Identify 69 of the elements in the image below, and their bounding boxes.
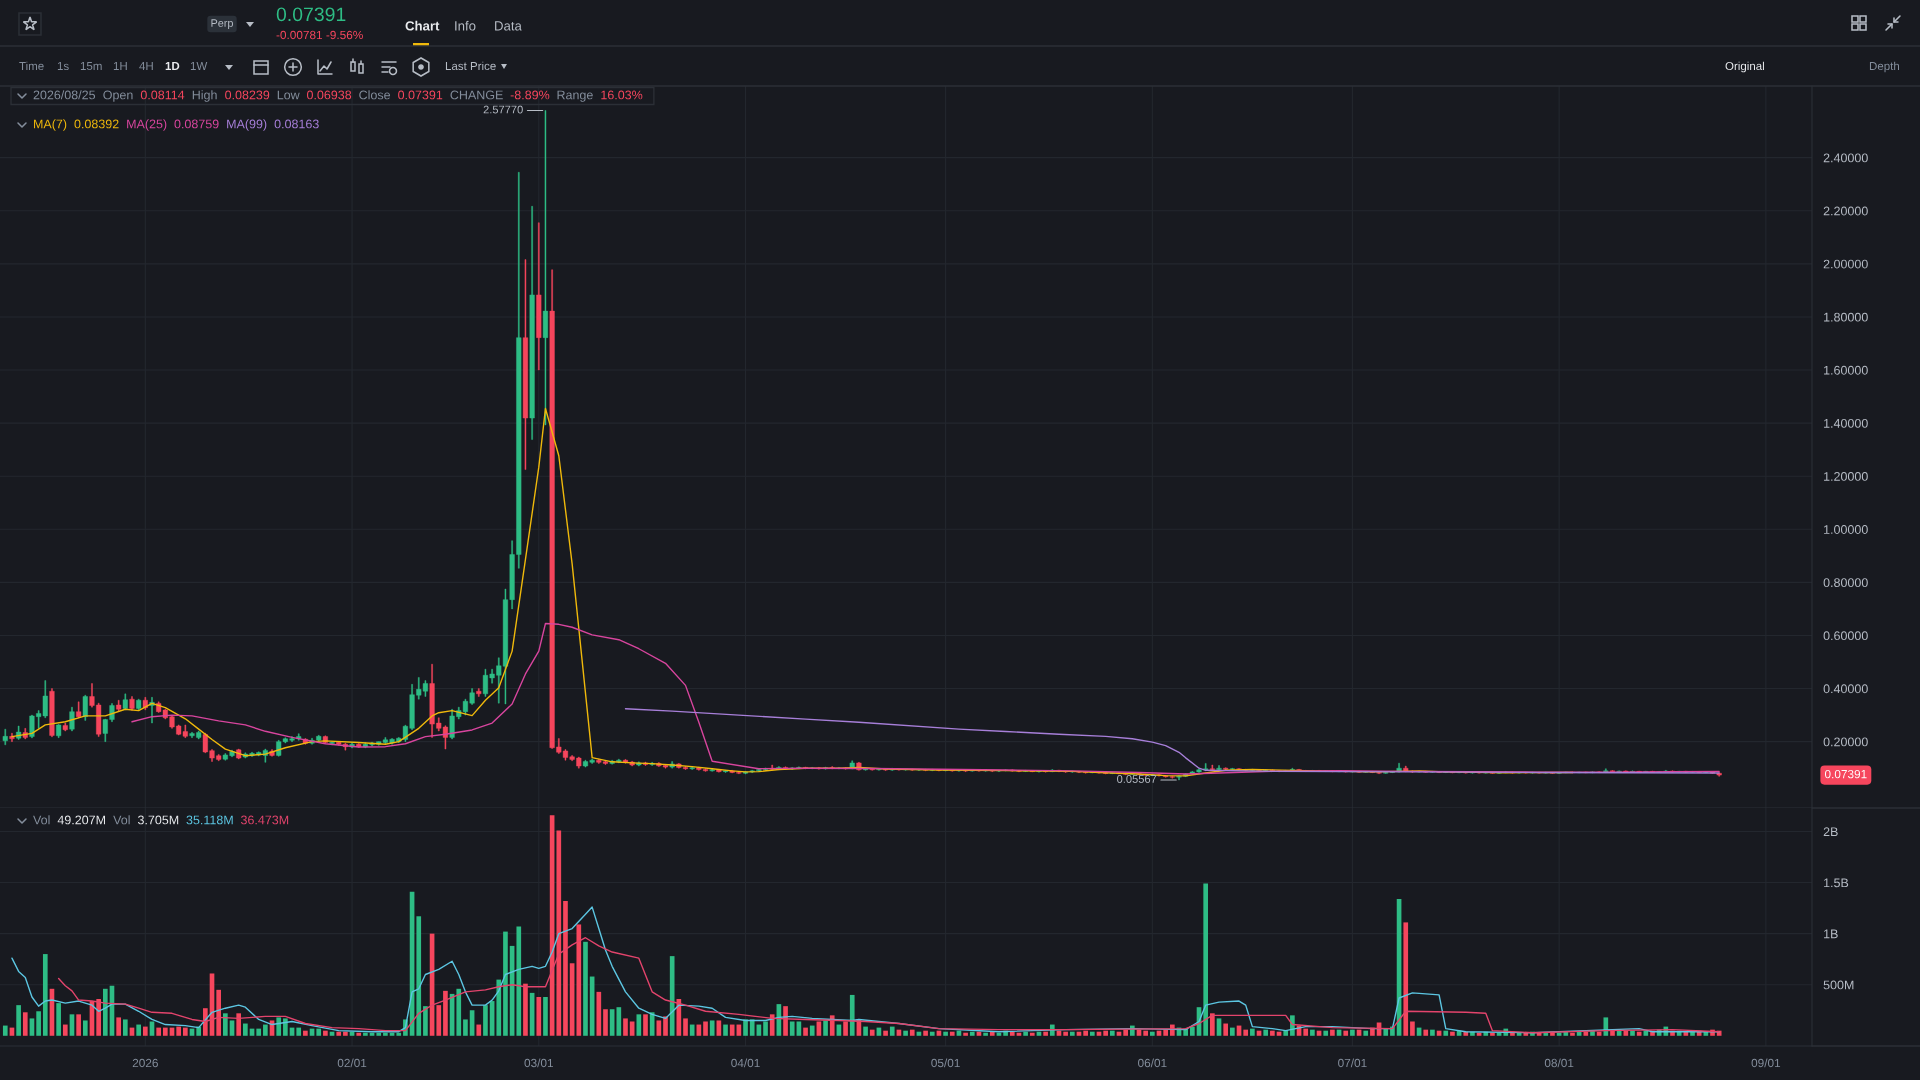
y-tick-label: 1.40000 [1824,418,1868,428]
text: 0.07391 [276,7,346,22]
annotation: 16.03% [601,90,643,100]
y-tick-label: 1.20000 [1824,472,1868,481]
text: 15m [80,62,102,71]
annotation: Low [277,90,300,100]
annotation: 0.08239 [225,90,270,100]
text: 4H [139,62,153,70]
y-tick-label: 2.00000 [1823,259,1868,269]
annotation: 36.473M [240,815,289,825]
annotation: 0.08163 [274,119,319,129]
annotation: High [192,90,217,102]
text: Info [455,20,476,31]
annotation: Open [103,90,133,102]
annotation: 2026/08/25 [33,90,96,100]
text: MA(25) [127,119,167,131]
annotation: 0.08392 [74,119,119,129]
y-tick-label: 1.60000 [1824,365,1868,375]
y-tick-label: 2.20000 [1823,206,1868,216]
text: Original [1725,61,1764,73]
annotation: 3.705M [137,815,179,825]
y-tick-label: 1B [1824,929,1838,939]
y-tick-label: 1.00000 [1824,525,1868,534]
y-tick-label: 1.80000 [1824,312,1868,322]
text: Depth [1869,61,1900,73]
y-tick-label: 0.20000 [1823,737,1868,747]
x-tick-label: 03/01 [524,1058,553,1068]
text: Last Price [445,61,496,71]
annotation: 0.08759 [174,119,219,129]
x-tick-label: 06/01 [1138,1058,1167,1068]
annotation: Vol [113,815,130,825]
x-tick-label: 02/01 [337,1058,367,1068]
annotation: 35.118M [186,815,233,825]
x-tick-label: 05/01 [931,1058,960,1068]
annotation: CHANGE [450,90,503,100]
text: 1W [190,62,208,70]
annotation: Range [557,90,593,102]
x-tick-label: 09/01 [1751,1058,1781,1068]
y-tick-label: 500M [1823,980,1854,990]
y-tick-label: 2.40000 [1823,153,1868,163]
x-tick-label: 04/01 [731,1058,760,1068]
x-tick-label: 07/01 [1338,1058,1367,1068]
annotation: Close [359,90,391,100]
text: MA(7) [34,119,67,131]
annotation: 49.207M [57,815,105,825]
x-tick-label: 2026 [132,1058,158,1068]
text: Perp [211,19,233,30]
text: MA(99) [227,119,267,131]
y-tick-label: 0.80000 [1823,578,1868,588]
x-tick-label: 08/01 [1544,1058,1574,1068]
text: -0.00781 -9.56% [276,30,363,40]
y-tick-label: 2B [1823,827,1838,837]
y-tick-label: 0.60000 [1823,631,1868,641]
annotation: 0.06938 [306,90,352,100]
annotation: 0.08114 [140,90,185,100]
annotation: 0.07391 [398,90,443,100]
text: Time [19,61,44,71]
annotation: Vol [33,815,50,825]
annotation: 2.57770 [483,105,523,114]
y-tick-label: 0.40000 [1823,684,1868,694]
text: 1s [57,62,69,71]
text: 1H [113,62,127,70]
text: Data [495,21,522,31]
annotation: 0.05567 [1117,775,1157,783]
text: Chart [405,20,440,31]
text: 0.07391 [1824,769,1867,779]
annotation: -8.89% [510,90,550,100]
text: 1D [165,62,180,70]
y-tick-label: 1.5B [1824,878,1849,888]
